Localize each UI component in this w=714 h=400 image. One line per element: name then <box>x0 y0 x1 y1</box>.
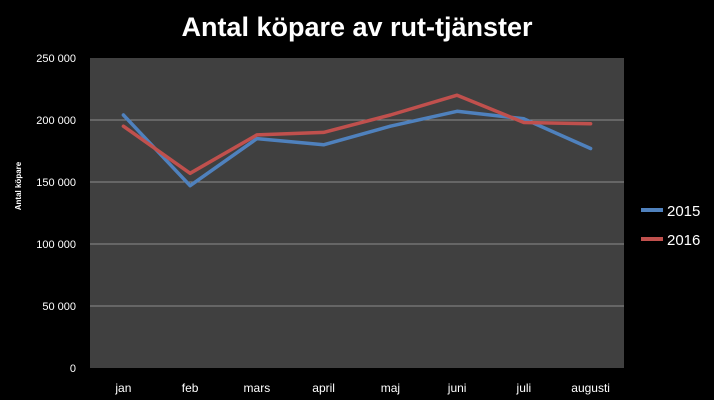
gridlines <box>90 119 624 307</box>
y-tick-label: 100 000 <box>36 239 76 251</box>
x-tick-label: mars <box>244 381 271 395</box>
x-tick-label: juli <box>516 381 532 395</box>
data-point-2015 <box>522 117 526 121</box>
data-point-2016 <box>255 133 259 137</box>
data-point-2016 <box>322 130 326 134</box>
legend-label-2016: 2016 <box>667 232 700 249</box>
x-tick-label: april <box>312 381 335 395</box>
data-point-2015 <box>455 109 459 113</box>
data-point-2015 <box>255 137 259 141</box>
legend-label-2015: 2015 <box>667 203 700 220</box>
legend: 2015 2016 <box>641 203 700 249</box>
data-point-2016 <box>388 113 392 117</box>
y-axis-ticks: 0 50 000 100 000 150 000 200 000 250 000 <box>36 53 76 375</box>
series-lines <box>121 93 593 188</box>
data-point-2015 <box>388 124 392 128</box>
x-tick-label: augusti <box>571 381 610 395</box>
data-point-2015 <box>589 147 593 151</box>
y-tick-label: 150 000 <box>36 177 76 189</box>
data-point-2016 <box>522 120 526 124</box>
x-tick-label: feb <box>182 381 199 395</box>
y-tick-label: 50 000 <box>42 301 76 313</box>
y-axis-label: Antal köpare <box>14 161 23 210</box>
data-point-2016 <box>188 171 192 175</box>
plot-area <box>90 58 624 368</box>
series-line-2016 <box>121 93 593 176</box>
y-tick-label: 0 <box>70 363 76 375</box>
data-point-2015 <box>121 113 125 117</box>
x-tick-label: maj <box>381 381 400 395</box>
x-axis-ticks: jan feb mars april maj juni juli augusti <box>114 381 610 395</box>
data-point-2016 <box>589 122 593 126</box>
y-tick-label: 200 000 <box>36 115 76 127</box>
y-tick-label: 250 000 <box>36 53 76 65</box>
chart-title: Antal köpare av rut-tjänster <box>181 12 533 42</box>
data-point-2016 <box>121 124 125 128</box>
data-point-2015 <box>322 143 326 147</box>
x-tick-label: jan <box>114 381 131 395</box>
x-tick-label: juni <box>447 381 467 395</box>
data-point-2016 <box>455 93 459 97</box>
data-point-2015 <box>188 184 192 188</box>
